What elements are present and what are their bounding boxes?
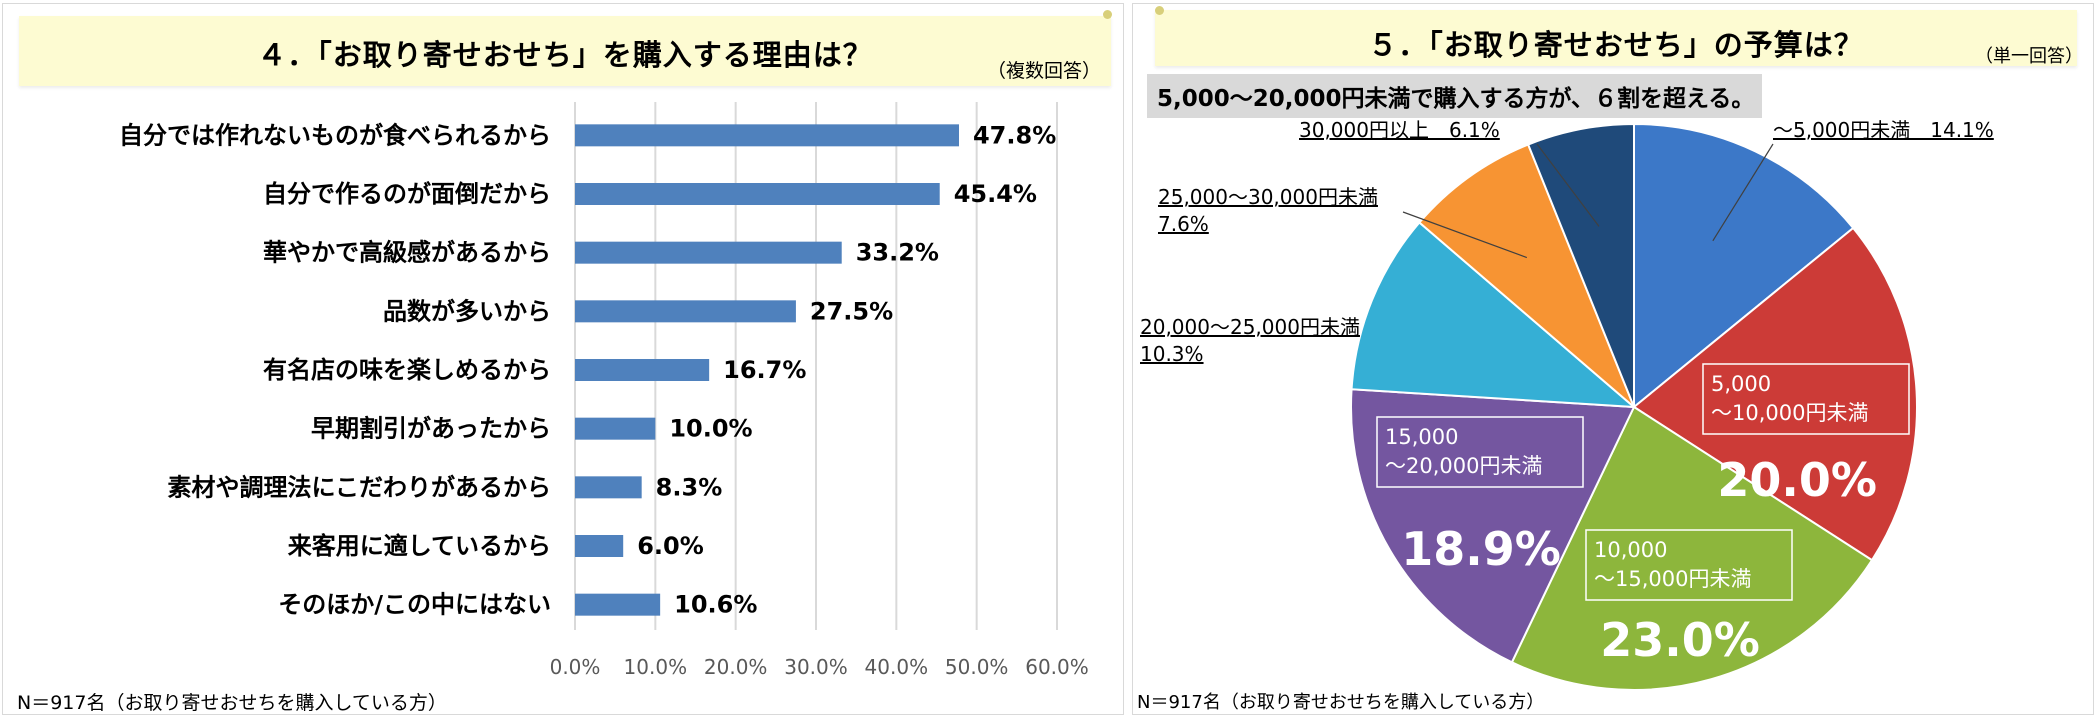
data-label: 6.0% — [637, 532, 704, 560]
pie-percent-label: 18.9% — [1401, 522, 1561, 576]
x-tick-label: 40.0% — [865, 655, 929, 679]
leader-line — [1536, 143, 1600, 227]
data-label: 47.8% — [973, 121, 1056, 149]
pie-slice — [1632, 226, 1918, 562]
category-label: 有名店の味を楽しめるから — [263, 356, 551, 384]
bar — [575, 535, 624, 557]
pie-percent-label: 20.0% — [1717, 453, 1877, 507]
pie-slice — [1350, 388, 1636, 664]
pie-inside-label: ～10,000円未満 — [1711, 401, 1868, 425]
bar — [575, 300, 796, 323]
bar — [575, 183, 940, 205]
pie-inside-label: 5,000 — [1711, 372, 1771, 396]
pie-outside-label: 7.6% — [1158, 212, 1209, 236]
tape-decoration — [1155, 6, 1164, 15]
bar — [575, 476, 642, 499]
budget-pie-chart: ～5,000円未満 14.1% 20,000～25,000円未満 10.3% 25,0… — [1140, 118, 1994, 691]
bar — [575, 241, 842, 264]
x-tick-label: 20.0% — [704, 655, 768, 679]
budget-subtitle: 5,000～20,000円未満で購入する方が、６割を超える。 — [1147, 74, 1763, 118]
bar — [575, 124, 959, 147]
pie-slice — [1526, 122, 1635, 408]
pie-outside-label: 10.3% — [1140, 342, 1204, 366]
category-label: 華やかで高級感があるから — [263, 239, 551, 267]
pie-inside-label: ～15,000円未満 — [1594, 567, 1751, 591]
pie-inside-label: 10,000 — [1594, 538, 1667, 562]
bar — [575, 593, 661, 616]
reasons-bar-chart: 0.0% 10.0% 20.0% 30.0% 40.0% 50.0% 60.0% 自分では作れ… — [119, 102, 1089, 679]
category-label: 自分では作れないものが食べられるから — [119, 121, 551, 149]
category-label: 来客用に適しているから — [288, 532, 551, 560]
reasons-footer-note: N＝917名（お取り寄せおせちを購入している方） — [17, 692, 447, 714]
pie-label-box — [1376, 416, 1584, 488]
budget-footer-note: N＝917名（お取り寄せおせちを購入している方） — [1137, 692, 1545, 713]
category-label: そのほか/この中にはない — [278, 591, 551, 619]
x-tick-label: 50.0% — [945, 655, 1009, 679]
leader-line — [1712, 143, 1774, 242]
data-label: 16.7% — [723, 356, 806, 384]
bar — [575, 359, 710, 381]
x-tick-label: 10.0% — [624, 655, 688, 679]
data-label: 10.6% — [674, 591, 757, 619]
x-tick-label: 60.0% — [1025, 655, 1089, 679]
category-label: 品数が多いから — [383, 297, 551, 325]
x-tick-label: 30.0% — [784, 655, 848, 679]
data-label: 8.3% — [656, 473, 723, 501]
category-label: 自分で作るのが面倒だから — [263, 180, 551, 208]
pie-slice — [1350, 221, 1637, 409]
reasons-title: ４．「お取り寄せおせち」を購入する理由は？ — [257, 38, 873, 72]
budget-title: ５．「お取り寄せおせち」の予算は？ — [1368, 28, 1864, 62]
pie-outside-label: 20,000～25,000円未満 — [1140, 315, 1360, 339]
tape-decoration — [1103, 10, 1112, 19]
budget-title-banner: ５．「お取り寄せおせち」の予算は？ — [1155, 10, 2077, 66]
pie-percent-label: 23.0% — [1600, 613, 1760, 667]
category-label: 早期割引があったから — [311, 415, 551, 443]
data-label: 10.0% — [669, 415, 752, 443]
data-label: 33.2% — [856, 239, 939, 267]
category-label: 素材や調理法にこだわりがあるから — [167, 473, 551, 501]
pie-inside-label: 15,000 — [1385, 425, 1458, 449]
pie-outside-label: 30,000円以上 6.1% — [1299, 118, 1500, 142]
budget-panel: ５．「お取り寄せおせち」の予算は？ （単一回答） 5,000～20,000円未満… — [1132, 3, 2094, 715]
pie-inside-label: ～20,000円未満 — [1385, 454, 1542, 478]
pie-slice — [1510, 405, 1874, 691]
reasons-title-banner: ４．「お取り寄せおせち」を購入する理由は？ — [19, 16, 1111, 86]
pie-label-box — [1702, 363, 1910, 435]
pie-outside-label: 25,000～30,000円未満 — [1158, 185, 1378, 209]
pie-slice — [1633, 122, 1855, 410]
leader-line — [1402, 211, 1528, 259]
bar — [575, 417, 656, 440]
data-label: 27.5% — [810, 297, 893, 325]
data-label: 45.4% — [954, 180, 1037, 208]
reasons-answer-note: （複数回答） — [987, 60, 1102, 82]
pie-label-box — [1585, 529, 1793, 601]
pie-outside-label: ～5,000円未満 14.1% — [1773, 118, 1994, 142]
x-tick-label: 0.0% — [550, 655, 601, 679]
reasons-panel: ４．「お取り寄せおせち」を購入する理由は？ （複数回答） 0.0% 10.0% 20… — [2, 3, 1124, 715]
budget-answer-note: （単一回答） — [1975, 46, 2083, 67]
